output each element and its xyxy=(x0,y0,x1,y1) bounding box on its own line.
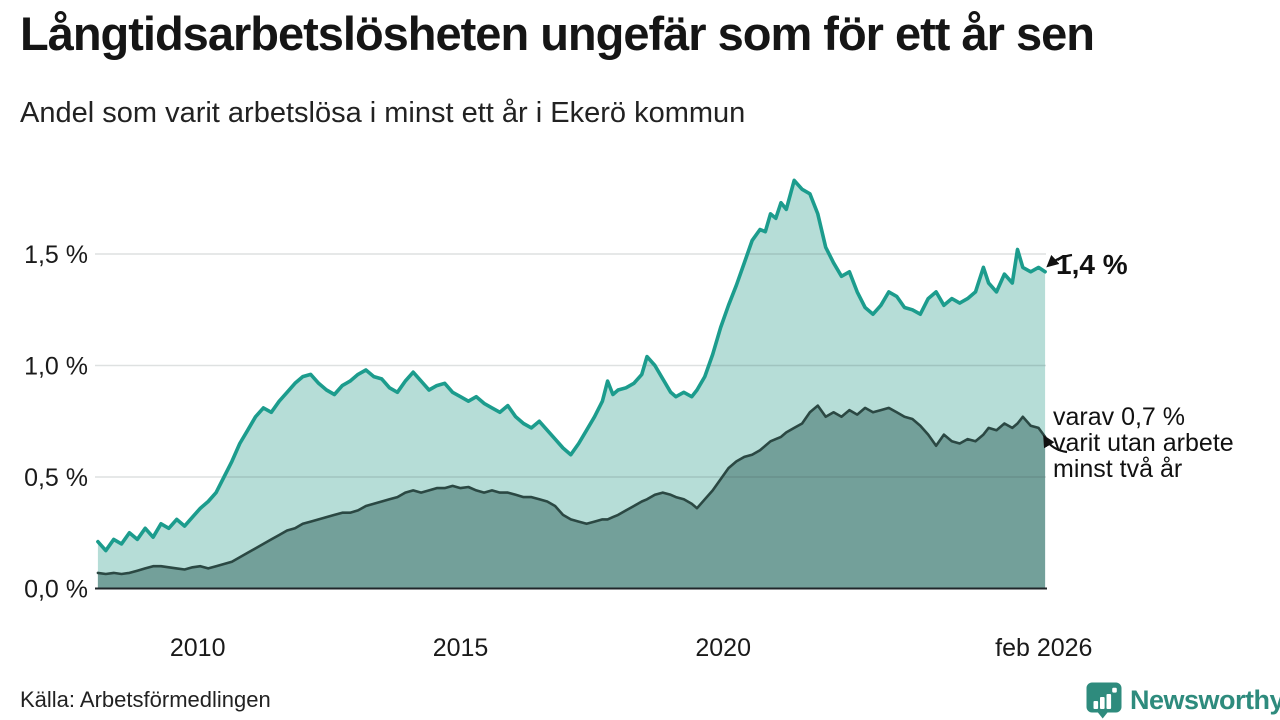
x-axis-tick-label: 2020 xyxy=(695,634,751,662)
page-subtitle: Andel som varit arbetslösa i minst ett å… xyxy=(20,97,746,129)
brand-lockup: Newsworthy xyxy=(1085,681,1280,719)
newsworthy-logo-icon xyxy=(1086,682,1122,719)
annotation-arrows xyxy=(1043,253,1073,454)
series-1-line xyxy=(96,178,1047,553)
x-axis-tick-label: feb 2026 xyxy=(995,634,1092,662)
page-title: Långtidsarbetslösheten ungefär som för e… xyxy=(20,7,1095,60)
y-axis-tick-label: 0,0 % xyxy=(24,576,88,604)
series2-end-label-line3: minst två år xyxy=(1053,455,1183,483)
series2-end-label: varav 0,7 % varit utan arbete minst två … xyxy=(1053,404,1234,482)
arrow-to-series2-end xyxy=(1043,434,1068,454)
y-axis-tick-label: 0,5 % xyxy=(24,464,88,492)
x-axis-tick-label: 2015 xyxy=(433,634,489,662)
brand-name: Newsworthy xyxy=(1130,684,1280,715)
bar-chart-exclamation-glyph xyxy=(1093,687,1117,709)
series2-end-label-line1: varav 0,7 % xyxy=(1053,403,1186,431)
arrow-to-series1-end xyxy=(1046,253,1073,268)
source-note: Källa: Arbetsförmedlingen xyxy=(20,687,271,712)
series1-end-value-label: 1,4 % xyxy=(1056,249,1128,280)
y-axis-tick-label: 1,0 % xyxy=(24,353,88,381)
x-axis-tick-label: 2010 xyxy=(170,634,226,662)
series2-end-label-line2: varit utan arbete xyxy=(1053,429,1234,457)
series-2-area xyxy=(97,405,1046,589)
series-2-line xyxy=(96,404,1047,576)
y-axis-tick-label: 1,5 % xyxy=(24,241,88,269)
